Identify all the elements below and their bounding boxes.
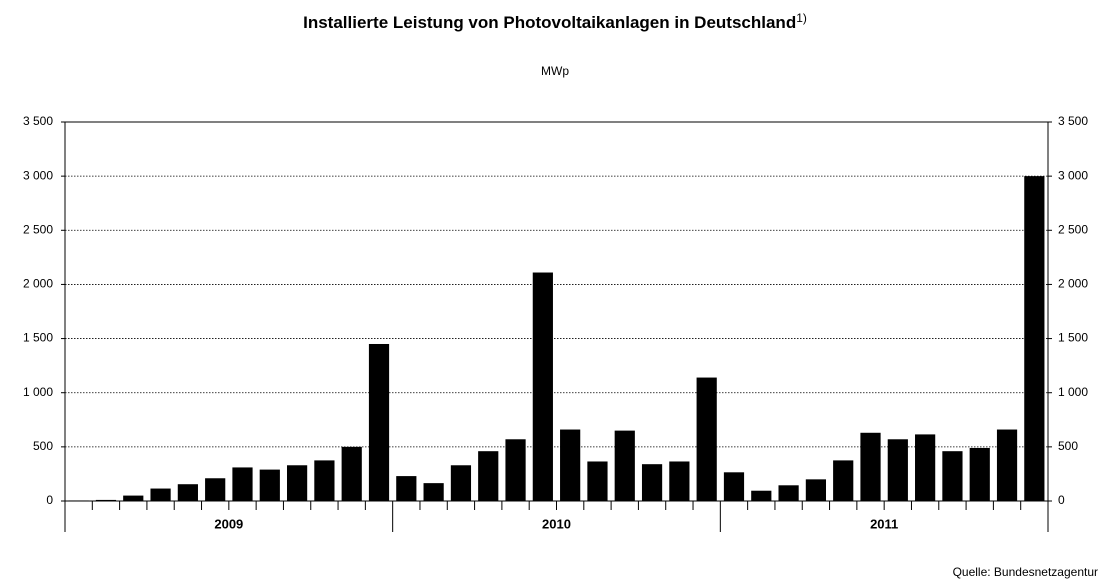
- bar: [641, 464, 663, 501]
- bar: [286, 465, 308, 501]
- y2-tick-label: 500: [1058, 439, 1078, 453]
- bar: [450, 465, 472, 501]
- bar: [532, 272, 553, 501]
- y2-tick-label: 3 000: [1058, 168, 1088, 182]
- bar: [778, 485, 799, 501]
- bar: [505, 439, 526, 501]
- y2-tick-label: 2 000: [1058, 277, 1088, 291]
- y-tick-label: 0: [46, 493, 53, 507]
- bar: [696, 377, 717, 501]
- y-tick-label: 500: [33, 439, 53, 453]
- bar: [833, 460, 854, 501]
- bar: [123, 495, 144, 501]
- group-label: 2009: [214, 516, 243, 531]
- title-note: 1): [796, 11, 807, 25]
- bar: [942, 451, 963, 501]
- group-label: 2010: [542, 516, 571, 531]
- bar: [887, 439, 908, 501]
- bar: [95, 499, 117, 501]
- bar: [751, 490, 772, 501]
- y-tick-label: 3 000: [23, 168, 53, 182]
- y2-tick-label: 0: [1058, 493, 1065, 507]
- y-tick-label: 1 000: [23, 385, 53, 399]
- bar: [996, 429, 1018, 501]
- bar: [860, 432, 881, 501]
- bar: [68, 500, 89, 501]
- group-label: 2011: [870, 516, 898, 531]
- y-tick-label: 2 500: [23, 222, 53, 236]
- bar: [669, 461, 690, 501]
- bar: [232, 467, 253, 501]
- chart-title: Installierte Leistung von Photovoltaikan…: [303, 11, 807, 32]
- bar: [478, 451, 499, 501]
- y2-tick-label: 3 500: [1058, 114, 1088, 128]
- bar: [587, 461, 608, 501]
- bar: [368, 343, 390, 501]
- title-text: Installierte Leistung von Photovoltaikan…: [303, 13, 796, 32]
- bar: [723, 472, 745, 501]
- y-tick-label: 1 500: [23, 331, 53, 345]
- bar: [423, 483, 444, 501]
- y-tick-label: 3 500: [23, 114, 53, 128]
- bar: [805, 479, 827, 501]
- bar: [205, 478, 226, 501]
- y2-tick-label: 1 500: [1058, 331, 1088, 345]
- y-tick-label: 2 000: [23, 277, 53, 291]
- bar: [259, 469, 280, 501]
- bar: [396, 476, 417, 501]
- bar: [150, 488, 171, 501]
- subtitle: MWp: [541, 64, 569, 78]
- bar: [969, 447, 990, 501]
- bar: [314, 460, 335, 501]
- y2-tick-label: 2 500: [1058, 222, 1088, 236]
- y2-tick-label: 1 000: [1058, 385, 1088, 399]
- bar: [560, 429, 581, 501]
- bar: [915, 434, 936, 501]
- bar: [177, 484, 198, 501]
- source: Quelle: Bundesnetzagentur: [953, 565, 1098, 579]
- bar: [614, 430, 635, 501]
- bar: [1024, 176, 1045, 501]
- bar: [341, 446, 362, 501]
